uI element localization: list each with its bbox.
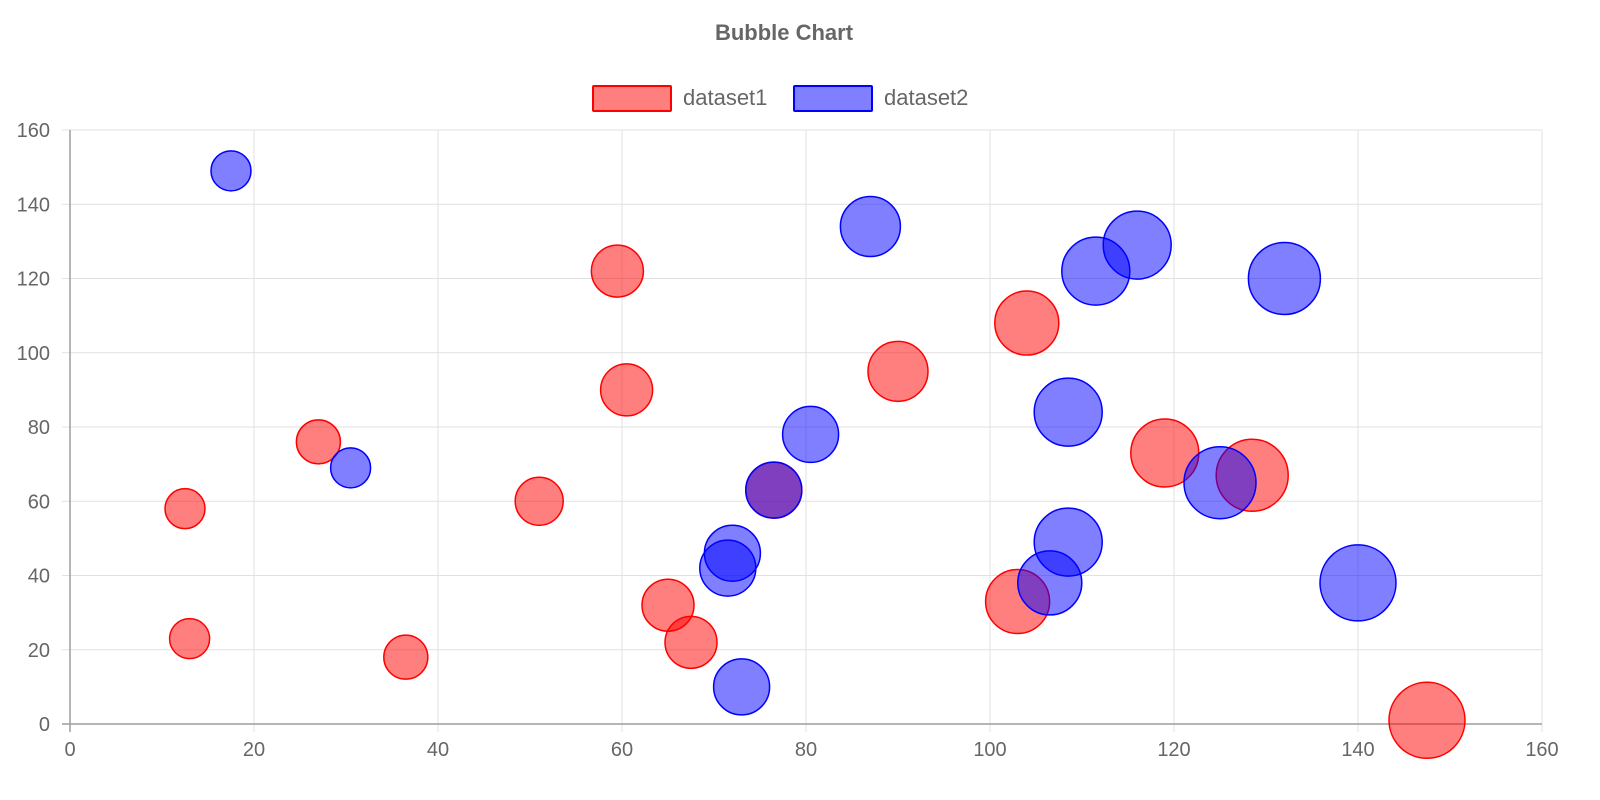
bubble-dataset1[interactable] bbox=[599, 363, 654, 417]
legend-swatch-dataset2 bbox=[793, 85, 873, 112]
bubble-dataset2[interactable] bbox=[329, 447, 372, 489]
x-tick-label: 40 bbox=[427, 739, 449, 761]
y-tick-label: 100 bbox=[17, 343, 50, 365]
legend-swatch-dataset1 bbox=[592, 85, 672, 112]
x-tick-label: 0 bbox=[64, 739, 75, 761]
series-dataset1 bbox=[164, 244, 1466, 760]
legend-label-dataset2: dataset2 bbox=[884, 85, 968, 110]
bubble-dataset1[interactable] bbox=[590, 244, 645, 298]
y-tick-label: 60 bbox=[28, 491, 50, 513]
x-tick-label: 80 bbox=[795, 739, 817, 761]
bubble-dataset2[interactable] bbox=[1033, 377, 1103, 447]
bubble-dataset1[interactable] bbox=[383, 634, 429, 680]
plot-area bbox=[164, 150, 1466, 760]
y-tick-label: 40 bbox=[28, 566, 50, 588]
bubble-dataset2[interactable] bbox=[1033, 507, 1103, 577]
axes: 0 20 40 60 80 100 120 140 160 0 20 40 60 80 100 120 140 1… bbox=[17, 120, 1559, 761]
x-tick-label: 140 bbox=[1341, 739, 1374, 761]
bubble-dataset2[interactable] bbox=[210, 150, 252, 192]
x-tick-label: 60 bbox=[611, 739, 633, 761]
chart-title: Bubble Chart bbox=[715, 20, 854, 45]
y-tick-label: 140 bbox=[17, 194, 50, 216]
bubble-dataset2[interactable] bbox=[703, 524, 762, 582]
bubble-dataset2[interactable] bbox=[781, 405, 840, 464]
series-dataset2 bbox=[210, 150, 1397, 716]
bubble-dataset1[interactable] bbox=[514, 476, 564, 526]
bubble-dataset1[interactable] bbox=[168, 617, 211, 660]
bubble-dataset1[interactable] bbox=[994, 290, 1060, 356]
y-tick-label: 120 bbox=[17, 269, 50, 291]
bubble-dataset1[interactable] bbox=[664, 615, 718, 670]
bubble-dataset2[interactable] bbox=[1183, 445, 1257, 520]
bubble-dataset2[interactable] bbox=[1319, 544, 1397, 622]
x-tick-label: 160 bbox=[1525, 739, 1558, 761]
bubble-dataset1[interactable] bbox=[1388, 681, 1466, 760]
bubble-dataset2[interactable] bbox=[1102, 210, 1172, 280]
legend: dataset1 dataset2 bbox=[592, 85, 968, 112]
bubble-dataset1[interactable] bbox=[867, 340, 929, 403]
bubble-dataset2[interactable] bbox=[839, 195, 902, 258]
y-tick-label: 0 bbox=[39, 714, 50, 736]
y-tick-label: 160 bbox=[17, 120, 50, 142]
legend-label-dataset1: dataset1 bbox=[683, 85, 767, 110]
x-tick-label: 100 bbox=[973, 739, 1006, 761]
legend-item-dataset1[interactable]: dataset1 bbox=[592, 85, 767, 112]
bubble-dataset2[interactable] bbox=[1247, 241, 1322, 316]
bubble-dataset1[interactable] bbox=[295, 419, 342, 465]
bubble-dataset1[interactable] bbox=[164, 487, 206, 530]
y-tick-label: 20 bbox=[28, 640, 50, 662]
x-tick-label: 120 bbox=[1157, 739, 1190, 761]
legend-item-dataset2[interactable]: dataset2 bbox=[793, 85, 968, 112]
y-tick-label: 80 bbox=[28, 417, 50, 439]
bubble-dataset2[interactable] bbox=[712, 658, 771, 716]
bubble-dataset2[interactable] bbox=[745, 461, 803, 519]
x-tick-label: 20 bbox=[243, 739, 265, 761]
